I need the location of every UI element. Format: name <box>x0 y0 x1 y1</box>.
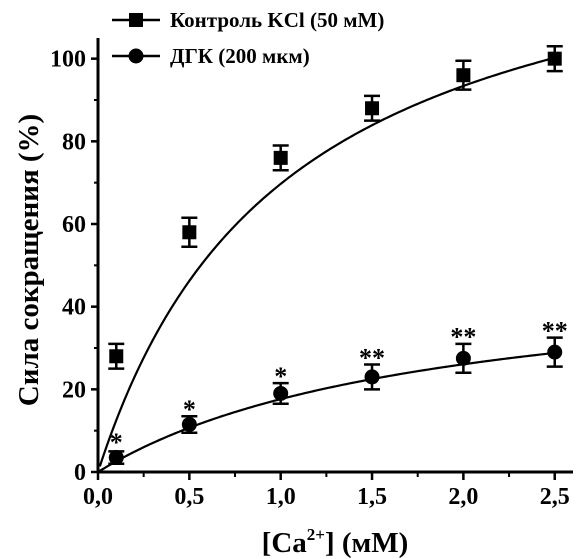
x-tick-label: 0,5 <box>174 484 204 510</box>
y-tick-label: 0 <box>74 460 86 486</box>
data-point-square <box>273 150 288 165</box>
y-ticks: 0 20 40 60 80 100 <box>50 47 98 486</box>
data-point-square <box>456 68 471 83</box>
legend-item-dhk: ДГК (200 мкм) <box>112 44 310 68</box>
y-tick-label: 40 <box>62 295 86 321</box>
x-tick-label: 0,0 <box>83 484 113 510</box>
data-point-square <box>182 225 197 240</box>
data-point-square <box>365 101 380 116</box>
significance-marker: * <box>110 428 123 457</box>
y-axis-title: Сила сокращения (%) <box>13 114 45 406</box>
fit-curve-series-1 <box>99 351 555 472</box>
fit-curve-series-0 <box>98 56 556 467</box>
legend-label-dhk: ДГК (200 мкм) <box>170 44 310 68</box>
data-point-circle <box>455 350 471 366</box>
x-tick-label: 1,5 <box>357 484 387 510</box>
data-point-square <box>547 51 562 66</box>
significance-annotations: ******* ** <box>110 317 568 458</box>
legend-marker-square <box>129 13 143 27</box>
data-point-circle <box>273 385 289 401</box>
legend-marker-circle <box>128 48 144 64</box>
significance-marker: ** <box>450 323 476 352</box>
y-tick-label: 60 <box>62 212 86 238</box>
x-axis-title-superscript: 2+ <box>307 525 325 544</box>
data-markers <box>108 51 563 466</box>
x-axis-title-rest: ] (мМ) <box>325 527 408 559</box>
x-tick-label: 1,0 <box>266 484 296 510</box>
y-tick-label: 20 <box>62 377 86 403</box>
x-axis-title: [Ca2+] (мМ) <box>262 525 409 559</box>
data-point-circle <box>364 369 380 385</box>
data-point-circle <box>181 416 197 432</box>
y-tick-label: 80 <box>62 129 86 155</box>
significance-marker: * <box>274 362 287 391</box>
legend-label-control: Контроль KCl (50 мМ) <box>170 8 384 32</box>
significance-marker: ** <box>359 343 385 372</box>
x-tick-label: 2,0 <box>448 484 478 510</box>
fit-curves <box>98 56 556 472</box>
significance-marker: ** <box>542 317 568 346</box>
legend-item-control: Контроль KCl (50 мМ) <box>112 8 384 32</box>
x-tick-label: 2,5 <box>540 484 570 510</box>
error-bars <box>108 45 563 465</box>
data-point-circle <box>547 344 563 360</box>
data-point-circle <box>108 450 124 466</box>
data-point-square <box>109 349 124 364</box>
x-axis-title-main: [Ca <box>262 527 308 559</box>
x-ticks: 0,0 0,5 1,0 1,5 2,0 2,5 <box>83 472 570 510</box>
legend: Контроль KCl (50 мМ) ДГК (200 мкм) <box>112 8 384 68</box>
axes <box>96 38 573 474</box>
y-tick-label: 100 <box>50 47 86 73</box>
significance-marker: * <box>183 395 196 424</box>
